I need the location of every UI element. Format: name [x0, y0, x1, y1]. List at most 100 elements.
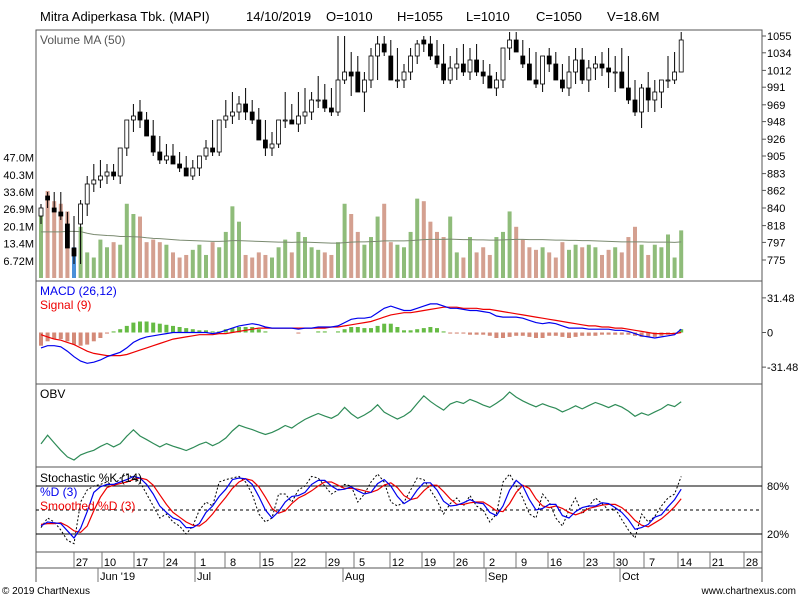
macd-histogram-bar — [336, 331, 340, 333]
volume-bar — [626, 237, 631, 278]
macd-histogram-bar — [131, 322, 136, 333]
macd-histogram-bar — [375, 325, 380, 333]
volume-bar — [329, 254, 334, 278]
volume-bar — [666, 234, 670, 278]
candle-body — [45, 195, 50, 201]
volume-tick-label-3: 26.9M — [3, 204, 34, 216]
volume-bar — [441, 237, 446, 278]
macd-histogram-bar — [646, 332, 651, 337]
price-tick-label-0: 1055 — [767, 31, 791, 43]
volume-tick-label-0: 47.0M — [3, 153, 34, 165]
candle-body — [480, 71, 486, 77]
macd-histogram-bar — [494, 332, 499, 338]
volume-bar — [600, 254, 604, 278]
macd-histogram-bar — [415, 329, 420, 333]
macd-histogram-bar — [408, 330, 413, 333]
volume-bar — [679, 230, 684, 278]
candle-body — [177, 163, 183, 169]
candle-body — [262, 139, 268, 149]
candle-body — [78, 203, 83, 225]
volume-bar — [646, 254, 651, 278]
candle-body — [111, 171, 116, 177]
volume-bar — [270, 257, 274, 278]
candle-body — [150, 135, 156, 153]
volume-bar — [468, 237, 472, 278]
macd-histogram-bar — [296, 332, 301, 334]
x-day-label-20: 21 — [712, 557, 724, 569]
volume-bar — [85, 252, 90, 278]
volume-bar — [534, 249, 538, 278]
candle-body — [276, 119, 282, 145]
candle-body — [302, 111, 308, 117]
candle-body — [593, 63, 598, 69]
candle-body — [315, 99, 321, 102]
macd-histogram-bar — [573, 332, 578, 337]
macd-histogram-bar — [553, 332, 558, 336]
candle-body — [447, 67, 453, 81]
candle-body — [626, 87, 631, 101]
candle-body — [632, 99, 638, 113]
volume-bar — [593, 247, 598, 278]
volume-bar — [494, 237, 499, 278]
volume-bar — [124, 203, 129, 278]
macd-histogram-bar — [613, 332, 618, 335]
signal-line — [40, 306, 682, 357]
candle-body — [427, 43, 433, 57]
macd-histogram-bar — [600, 332, 604, 335]
candle-body — [71, 247, 77, 257]
volume-ma-line — [41, 230, 682, 244]
x-month-label-3: Sep — [488, 571, 508, 583]
candle-body — [586, 67, 592, 81]
candle-body — [375, 43, 381, 57]
candle-body — [98, 175, 103, 181]
volume-bar — [223, 231, 228, 278]
candle-body — [342, 71, 348, 81]
volume-bar — [263, 254, 268, 278]
macd-histogram-bar — [164, 324, 169, 333]
candle-body — [335, 79, 341, 113]
macd-histogram-bar — [91, 332, 96, 342]
candle-body — [520, 55, 526, 65]
volume-bar — [362, 244, 367, 278]
candle-body — [309, 99, 315, 113]
volume-bar — [316, 249, 321, 278]
macd-histogram-bar — [98, 332, 103, 338]
volume-bar — [448, 216, 453, 278]
macd-histogram-bar — [177, 327, 182, 333]
macd-histogram-bar — [487, 332, 492, 336]
candle-body — [295, 115, 301, 125]
macd-histogram-bar — [171, 325, 175, 333]
price-tick-label-6: 926 — [767, 134, 785, 146]
macd-histogram-bar — [349, 327, 354, 333]
candle-body — [256, 119, 262, 141]
candle-body — [460, 63, 466, 73]
smoothed-d-legend: Smoothed %D (3) — [40, 499, 135, 513]
macd-histogram-bar — [441, 331, 446, 333]
volume-bar — [606, 249, 611, 278]
candle-body — [157, 151, 163, 161]
macd-histogram-bar — [679, 329, 684, 333]
macd-histogram-bar — [586, 332, 591, 336]
candle-body — [229, 111, 235, 117]
volume-bar — [474, 252, 479, 278]
macd-histogram-bar — [52, 332, 57, 340]
candle-body — [414, 43, 420, 57]
macd-histogram-bar — [501, 332, 505, 338]
candle-body — [388, 55, 394, 81]
volume-bar — [157, 242, 162, 278]
signal-legend: Signal (9) — [40, 298, 91, 312]
low-readout: L=1010 — [466, 9, 510, 24]
volume-bar — [540, 247, 545, 278]
stock-title: Mitra Adiperkasa Tbk. (MAPI) — [40, 9, 210, 24]
candle-body — [236, 103, 242, 113]
macd-histogram-bar — [111, 331, 116, 333]
macd-histogram-bar — [355, 327, 360, 333]
candle-body — [560, 79, 565, 89]
website-link[interactable]: www.chartnexus.com — [701, 586, 796, 597]
candle-body — [573, 59, 578, 73]
candle-body — [58, 211, 64, 217]
macd-histogram-bar — [118, 329, 123, 333]
volume-bar — [45, 190, 50, 278]
x-day-label-0: 27 — [76, 557, 88, 569]
